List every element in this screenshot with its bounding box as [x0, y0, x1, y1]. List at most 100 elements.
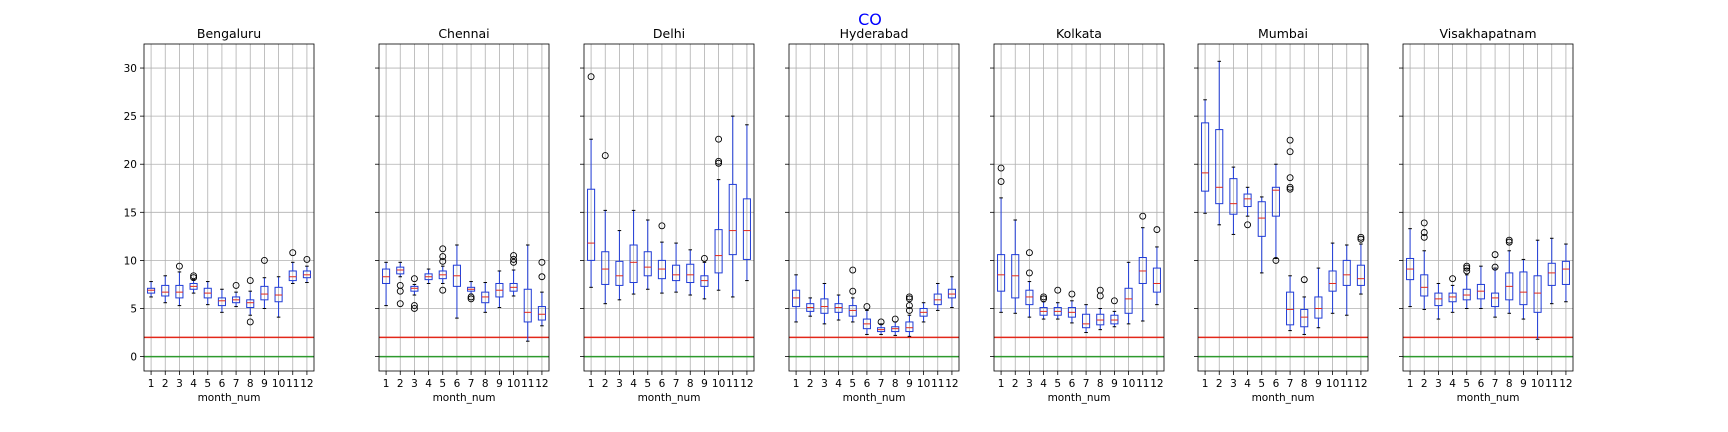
box-month-4	[424, 268, 433, 284]
box-month-2	[396, 261, 405, 308]
x-axis-label: month_num	[1048, 392, 1111, 404]
box-month-12	[742, 124, 751, 282]
box-month-8	[481, 282, 490, 313]
box-month-9	[1110, 297, 1119, 328]
axes-frame	[583, 43, 755, 372]
box-month-3	[615, 230, 624, 301]
subplot-title: Chennai	[438, 26, 489, 41]
box-month-5	[848, 266, 857, 323]
x-tick-label: 4	[630, 378, 637, 390]
outlier-point	[1463, 264, 1471, 272]
subplot-title: Bengaluru	[197, 26, 261, 41]
x-tick-label: 5	[204, 378, 211, 390]
outlier-point	[439, 257, 447, 265]
x-tick-label: 8	[1301, 378, 1308, 390]
outlier-point	[715, 159, 723, 167]
iqr-box	[1286, 291, 1295, 326]
outlier-point	[410, 305, 418, 312]
outlier-point	[905, 293, 913, 301]
box-month-2	[1215, 60, 1224, 226]
x-tick-label: 9	[1520, 378, 1527, 390]
box-month-1	[382, 261, 391, 307]
box-month-11	[523, 244, 532, 342]
box-month-9	[700, 255, 709, 300]
x-tick-label: 7	[1492, 378, 1499, 390]
x-tick-label: 3	[176, 378, 183, 390]
outlier-point	[1286, 174, 1294, 182]
figure-title: CO	[858, 10, 882, 29]
x-tick-label: 8	[892, 378, 899, 390]
x-tick-label: 9	[261, 378, 268, 390]
x-tick-label: 11	[726, 378, 739, 390]
box-month-4	[834, 294, 843, 321]
x-tick-label: 2	[1421, 378, 1428, 390]
outlier-point	[246, 277, 254, 285]
x-tick-label: 7	[233, 378, 240, 390]
iqr-box	[1328, 270, 1337, 292]
x-tick-label: 4	[190, 378, 197, 390]
x-tick-label: 5	[1258, 378, 1265, 390]
outlier-point	[1286, 148, 1294, 156]
outlier-point	[260, 256, 268, 264]
box-month-1	[1201, 99, 1210, 214]
box-month-7	[467, 281, 476, 303]
y-tick-label: 15	[124, 207, 137, 219]
box-month-8	[1300, 276, 1309, 335]
iqr-box	[246, 299, 255, 309]
box-month-3	[1434, 282, 1443, 320]
outlier-point	[1040, 295, 1048, 303]
outlier-point	[1505, 236, 1513, 244]
outlier-point	[891, 315, 899, 323]
outlier-point	[1491, 263, 1499, 271]
x-tick-label: 4	[1449, 378, 1456, 390]
outlier-point	[905, 302, 913, 310]
x-tick-label: 1	[148, 378, 155, 390]
outlier-point	[587, 73, 595, 81]
box-month-7	[877, 318, 886, 335]
y-tick-label: 0	[130, 352, 137, 364]
box-month-11	[1547, 237, 1556, 305]
outlier-point	[246, 318, 254, 326]
outlier-point	[396, 281, 404, 289]
outlier-point	[410, 302, 418, 310]
x-tick-label: 4	[425, 378, 432, 390]
box-month-3	[820, 282, 829, 325]
outlier-point	[1420, 219, 1428, 227]
iqr-box	[629, 244, 638, 284]
subplot-title: Kolkata	[1056, 26, 1102, 41]
x-tick-label: 6	[659, 378, 666, 390]
iqr-box	[260, 285, 269, 301]
box-month-5	[1053, 286, 1062, 320]
box-month-2	[806, 297, 815, 317]
box-month-4	[1448, 275, 1457, 313]
iqr-box	[1342, 259, 1351, 286]
outlier-point	[538, 273, 546, 281]
iqr-box	[728, 183, 737, 256]
x-tick-label: 10	[917, 378, 930, 390]
x-tick-label: 7	[1083, 378, 1090, 390]
box-month-10	[1328, 242, 1337, 314]
outlier-point	[1025, 269, 1033, 277]
x-tick-label: 5	[849, 378, 856, 390]
box-month-6	[657, 222, 666, 294]
box-month-5	[1257, 196, 1266, 274]
x-tick-label: 8	[247, 378, 254, 390]
box-month-10	[1533, 239, 1542, 340]
iqr-box	[161, 284, 170, 297]
x-tick-label: 6	[1478, 378, 1485, 390]
x-tick-label: 9	[1111, 378, 1118, 390]
y-tick-label: 5	[130, 303, 137, 315]
outlier-point	[1110, 297, 1118, 305]
box-month-2	[1420, 219, 1429, 310]
box-month-7	[1491, 251, 1500, 318]
iqr-box	[1229, 178, 1238, 215]
x-tick-label: 12	[1150, 378, 1163, 390]
box-month-4	[629, 209, 638, 295]
box-month-1	[587, 73, 596, 288]
outlier-point	[1244, 221, 1252, 229]
